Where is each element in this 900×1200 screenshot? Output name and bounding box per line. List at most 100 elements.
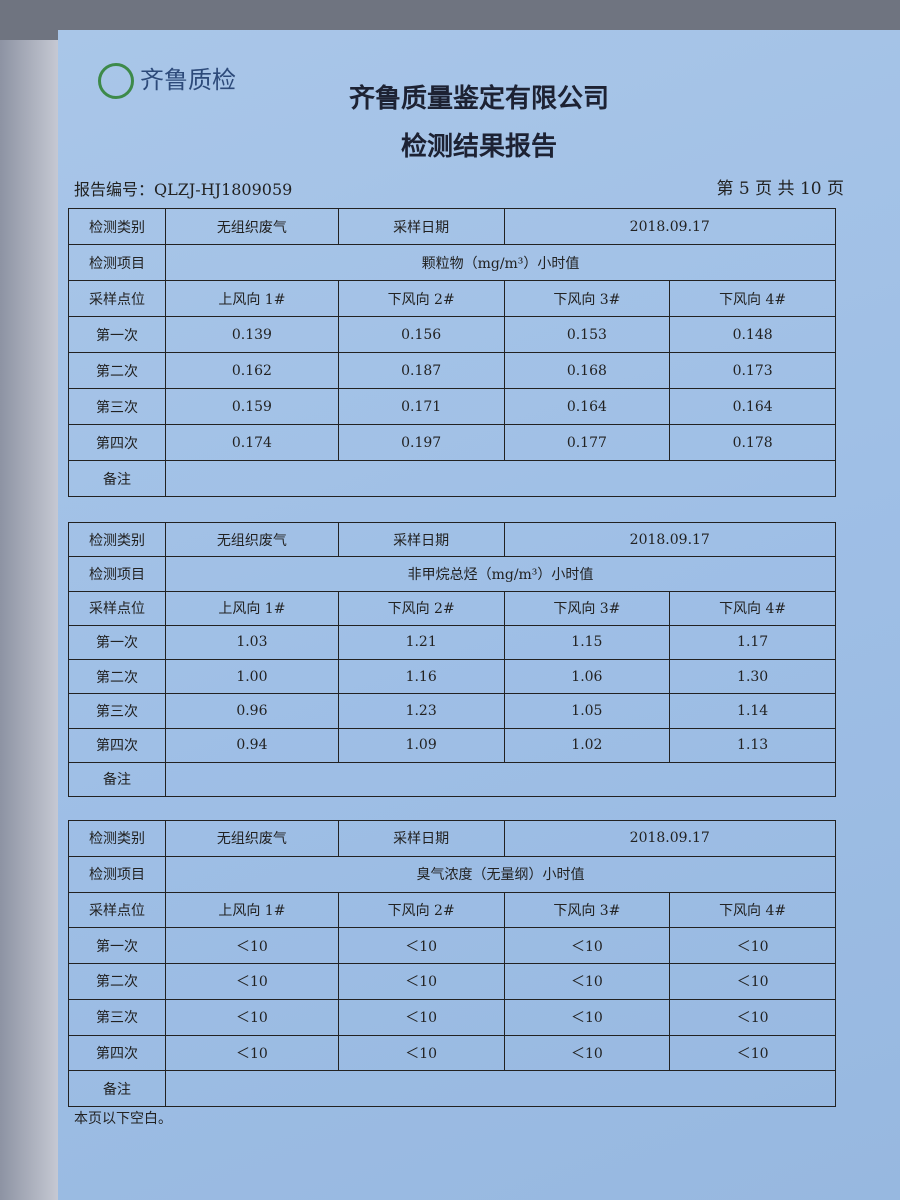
table-cell: 无组织废气: [165, 820, 339, 857]
table-cell: 无组织废气: [165, 208, 339, 245]
table-cell: ＜10: [503, 927, 671, 964]
table-cell: ＜10: [165, 963, 339, 1000]
table-cell: 0.164: [503, 388, 671, 425]
table-cell: 上风向 1#: [165, 280, 339, 317]
table-row: 第二次 1.00 1.16 1.06 1.30: [68, 658, 836, 695]
table-cell: 下风向 3#: [503, 280, 671, 317]
table-cell: 颗粒物（mg/m³）小时值: [165, 244, 836, 281]
row-label: 第二次: [68, 963, 166, 1000]
table-cell: 0.94: [165, 727, 339, 763]
row-label: 检测类别: [68, 521, 166, 558]
row-label: 第二次: [68, 352, 166, 389]
table-cell: 0.164: [669, 388, 836, 425]
table-row: 检测项目 颗粒物（mg/m³）小时值: [68, 244, 836, 281]
row-label: 检测类别: [68, 208, 166, 245]
table-row: 检测类别 无组织废气 采样日期 2018.09.17: [68, 820, 837, 857]
table-cell: ＜10: [669, 927, 836, 964]
row-label: 检测项目: [68, 244, 166, 281]
table-cell: 0.162: [165, 352, 339, 389]
table-cell: 下风向 3#: [503, 891, 671, 929]
table-cell: 无组织废气: [165, 521, 339, 558]
table-cell: 0.173: [669, 352, 836, 389]
left-page: [0, 40, 62, 1200]
table-row: 第四次 0.94 1.09 1.02 1.13: [68, 727, 836, 763]
report-number-value: QLZJ-HJ1809059: [154, 180, 293, 199]
table-cell: ＜10: [165, 998, 339, 1036]
table-row: 备注: [68, 460, 836, 497]
table-cell: 1.30: [669, 658, 836, 695]
table-cell: 1.00: [165, 658, 339, 695]
company-name: 齐鲁质量鉴定有限公司: [348, 84, 609, 114]
table-cell: 非甲烷总烃（mg/m³）小时值: [165, 556, 836, 592]
table-cell: 下风向 2#: [337, 590, 505, 626]
table-cell: 1.02: [503, 727, 671, 763]
table-row: 第四次 0.174 0.197 0.177 0.178: [68, 424, 836, 461]
table-row: 第三次 0.159 0.171 0.164 0.164: [68, 388, 836, 425]
table-cell: ＜10: [337, 1034, 505, 1072]
table-cell: ＜10: [337, 963, 505, 1000]
row-label: 备注: [68, 460, 166, 497]
table-cell: 下风向 3#: [503, 590, 671, 626]
table-cell: 0.168: [503, 352, 671, 389]
table-cell: 上风向 1#: [165, 891, 339, 929]
table-cell: 采样日期: [337, 208, 505, 245]
table-cell: ＜10: [503, 998, 671, 1036]
table-cell: 采样日期: [337, 521, 505, 558]
table-cell: 采样日期: [337, 820, 505, 857]
logo-text: 齐鲁质检: [140, 66, 236, 94]
table-row: 检测类别 无组织废气 采样日期 2018.09.17: [68, 521, 837, 558]
table-cell: 1.13: [669, 727, 836, 763]
row-label: 第一次: [68, 624, 166, 661]
table-cell: 0.174: [165, 424, 339, 461]
row-label: 第一次: [68, 927, 166, 964]
empty-cell: [165, 1070, 836, 1107]
row-label: 采样点位: [68, 891, 166, 929]
table-cell: 1.17: [669, 624, 836, 661]
table-cell: 0.171: [337, 388, 505, 425]
report-title: 检测结果报告: [400, 132, 557, 162]
table-row: 备注: [68, 761, 836, 798]
table-row: 第一次 0.139 0.156 0.153 0.148: [68, 316, 836, 353]
row-label: 第一次: [68, 316, 166, 353]
table-row: 采样点位 上风向 1# 下风向 2# 下风向 3# 下风向 4#: [68, 590, 836, 626]
table-cell: ＜10: [669, 963, 836, 1000]
table-row: 检测项目 非甲烷总烃（mg/m³）小时值: [68, 556, 836, 592]
row-label: 第四次: [68, 727, 166, 763]
report-number-label: 报告编号：: [74, 180, 155, 199]
table-row: 第三次 0.96 1.23 1.05 1.14: [68, 693, 836, 729]
table-cell: 下风向 4#: [669, 280, 836, 317]
table-cell: ＜10: [165, 1034, 339, 1072]
result-table: 检测类别 无组织废气 采样日期 2018.09.17 检测项目 臭气浓度（无量纲）小时值采…: [68, 820, 837, 1107]
table-row: 第一次 1.03 1.21 1.15 1.17: [68, 624, 836, 661]
row-label: 第四次: [68, 424, 166, 461]
table-row: 第二次 0.162 0.187 0.168 0.173: [68, 352, 836, 389]
table-cell: 下风向 4#: [669, 590, 836, 626]
row-label: 第四次: [68, 1034, 166, 1072]
report-page: 齐鲁质检 齐鲁质量鉴定有限公司 检测结果报告 报告编号：QLZJ-HJ18090…: [58, 30, 900, 1200]
table-cell: 1.06: [503, 658, 671, 695]
table-cell: 0.159: [165, 388, 339, 425]
table-cell: 1.14: [669, 693, 836, 729]
row-label: 第三次: [68, 693, 166, 729]
footer-note: 本页以下空白。: [74, 1111, 172, 1127]
table-cell: 臭气浓度（无量纲）小时值: [165, 855, 836, 893]
table-cell: ＜10: [503, 963, 671, 1000]
table-cell: ＜10: [669, 998, 836, 1036]
table-cell: 1.21: [337, 624, 505, 661]
table-cell: 下风向 4#: [669, 891, 836, 929]
empty-cell: [165, 460, 836, 497]
table-row: 第三次 ＜10 ＜10 ＜10 ＜10: [68, 998, 836, 1036]
table-cell: 1.03: [165, 624, 339, 661]
row-label: 备注: [68, 761, 166, 798]
table-cell: 上风向 1#: [165, 590, 339, 626]
table-cell: 1.23: [337, 693, 505, 729]
table-row: 第四次 ＜10 ＜10 ＜10 ＜10: [68, 1034, 836, 1072]
table-cell: 2018.09.17: [503, 820, 837, 857]
table-cell: 0.187: [337, 352, 505, 389]
table-cell: 1.09: [337, 727, 505, 763]
table-cell: 1.15: [503, 624, 671, 661]
table-cell: 1.16: [337, 658, 505, 695]
report-number: 报告编号：QLZJ-HJ1809059: [74, 176, 292, 200]
table-row: 检测项目 臭气浓度（无量纲）小时值: [68, 855, 836, 893]
